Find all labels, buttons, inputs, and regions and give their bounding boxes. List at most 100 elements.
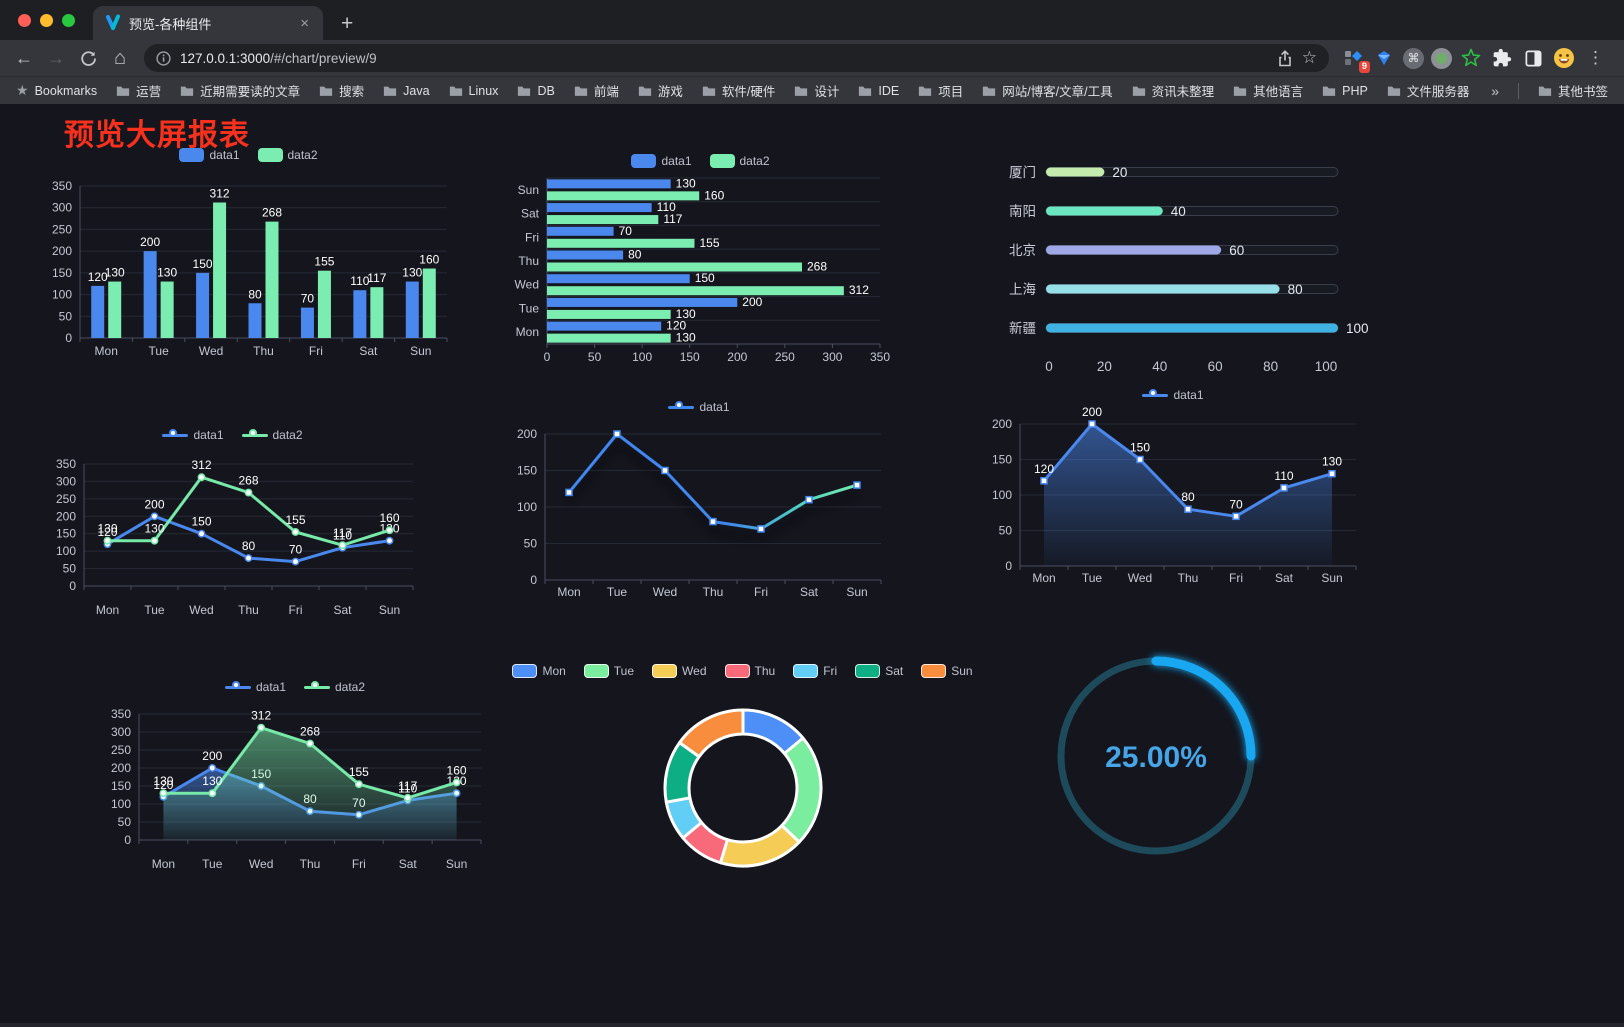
legend-item-Thu[interactable]: Thu: [724, 664, 775, 678]
svg-text:110: 110: [333, 529, 352, 543]
tab-close-icon[interactable]: ×: [300, 14, 309, 32]
share-icon[interactable]: [1277, 49, 1293, 67]
bookmark-star-icon[interactable]: ☆: [1301, 48, 1317, 67]
extension-command-icon[interactable]: ⌘: [1403, 47, 1424, 69]
browser-tab[interactable]: 预览-各种组件 ×: [93, 6, 323, 40]
svg-text:80: 80: [248, 287, 262, 301]
svg-text:70: 70: [619, 224, 633, 238]
svg-text:100: 100: [992, 488, 1012, 502]
bookmark-folder[interactable]: 其他语言: [1233, 81, 1303, 100]
svg-text:Sun: Sun: [410, 344, 431, 358]
address-bar[interactable]: 127.0.0.1:3000/#/chart/preview/9 ☆: [144, 44, 1329, 72]
other-bookmarks-folder[interactable]: 其他书签: [1538, 81, 1608, 100]
legend-item-data1[interactable]: data1: [668, 400, 730, 414]
svg-text:350: 350: [111, 707, 131, 721]
legend-item-Wed[interactable]: Wed: [652, 664, 707, 678]
new-tab-button[interactable]: +: [341, 12, 354, 35]
split-screen-icon[interactable]: [1521, 46, 1545, 70]
legend-item-data1[interactable]: data1: [162, 428, 224, 442]
bookmark-folder[interactable]: DB: [517, 84, 555, 98]
titlebar: 预览-各种组件 × +: [0, 0, 1624, 40]
bookmark-folder[interactable]: 前端: [574, 81, 619, 100]
chart-line-two-area: data1 data2 0 50 100 150 200 250 300 350 Mon Tue Wed…: [95, 676, 495, 896]
svg-text:Mon: Mon: [96, 603, 119, 617]
svg-text:Wed: Wed: [653, 585, 677, 599]
chart-canvas: 0 50 100 150 200 250 300 350 Sun Sat Fri Thu Wed Tue M…: [515, 176, 891, 364]
legend-item-Mon[interactable]: Mon: [512, 664, 566, 678]
legend-item-data2[interactable]: data2: [257, 148, 318, 162]
legend-item-data2[interactable]: data2: [304, 680, 365, 694]
site-info-icon[interactable]: [156, 50, 171, 66]
legend-item-data2[interactable]: data2: [241, 428, 303, 442]
legend-item-data1[interactable]: data1: [179, 148, 240, 162]
svg-text:50: 50: [999, 524, 1013, 538]
extension-grid-diamond-icon[interactable]: 9: [1341, 46, 1370, 73]
legend-item-data1[interactable]: data1: [631, 154, 692, 168]
bookmark-folder[interactable]: Java: [383, 84, 430, 98]
svg-text:Thu: Thu: [703, 585, 724, 599]
bookmark-folder[interactable]: Linux: [449, 84, 498, 98]
extension-green-star-icon[interactable]: [1459, 46, 1483, 70]
legend-item-Fri[interactable]: Fri: [793, 664, 837, 678]
bookmark-folder[interactable]: 游戏: [638, 81, 683, 100]
close-window-button[interactable]: [18, 14, 31, 27]
forward-icon[interactable]: →: [47, 47, 65, 68]
svg-text:130: 130: [402, 266, 422, 280]
bookmark-folder[interactable]: 设计: [794, 81, 839, 100]
profile-avatar[interactable]: [1552, 46, 1576, 70]
reload-icon[interactable]: [72, 43, 104, 73]
bookmark-folder[interactable]: 近期需要读的文章: [180, 81, 300, 100]
bookmark-folder[interactable]: 运营: [116, 81, 161, 100]
bookmark-folder[interactable]: PHP: [1322, 84, 1368, 98]
extension-badge: 9: [1358, 61, 1370, 73]
svg-text:50: 50: [63, 562, 77, 576]
minimize-window-button[interactable]: [40, 14, 53, 27]
svg-text:40: 40: [1171, 204, 1186, 219]
extension-puzzle-icon[interactable]: [1490, 46, 1514, 70]
svg-text:130: 130: [676, 307, 696, 321]
legend-item-data2[interactable]: data2: [709, 154, 770, 168]
svg-text:Tue: Tue: [1082, 571, 1103, 585]
svg-text:70: 70: [289, 543, 303, 557]
legend-item-Sat[interactable]: Sat: [855, 664, 903, 678]
svg-text:0: 0: [1045, 359, 1053, 374]
zoom-window-button[interactable]: [62, 14, 75, 27]
bookmark-folder[interactable]: 资讯未整理: [1132, 81, 1214, 100]
bookmarks-overflow-chevron[interactable]: »: [1491, 82, 1499, 99]
bookmark-folder[interactable]: IDE: [858, 84, 899, 98]
extension-record-icon[interactable]: [1431, 47, 1452, 69]
svg-text:Thu: Thu: [238, 603, 259, 617]
url-text[interactable]: 127.0.0.1:3000/#/chart/preview/9: [180, 51, 1268, 66]
folder-icon: [859, 86, 872, 96]
bookmark-folder[interactable]: 文件服务器: [1387, 81, 1469, 100]
chart-legend: data1 data2: [95, 676, 495, 698]
bookmark-folder[interactable]: 搜索: [319, 81, 364, 100]
extension-gem-icon[interactable]: [1372, 46, 1396, 70]
legend-label: data2: [739, 154, 770, 168]
svg-text:350: 350: [56, 457, 76, 471]
legend-marker: [583, 664, 609, 678]
browser-menu-icon[interactable]: ⋮: [1587, 48, 1604, 67]
svg-text:80: 80: [1288, 282, 1303, 297]
bookmark-folder[interactable]: 网站/博客/文章/工具: [982, 81, 1113, 100]
svg-text:110: 110: [1274, 469, 1293, 483]
legend-item-data1[interactable]: data1: [224, 680, 286, 694]
legend-marker: [304, 681, 330, 693]
legend-item-Sun[interactable]: Sun: [921, 664, 973, 678]
bookmark-folder-label: IDE: [878, 83, 900, 98]
bookmark-folder[interactable]: 项目: [918, 81, 963, 100]
legend-marker: [855, 664, 881, 678]
chart-legend: data1 data2: [36, 144, 461, 166]
legend-item-data1[interactable]: data1: [1142, 388, 1204, 402]
svg-text:312: 312: [849, 283, 869, 297]
legend-item-Tue[interactable]: Tue: [583, 664, 634, 678]
home-icon[interactable]: ⌂: [113, 46, 127, 69]
bookmarks-manager[interactable]: ★ Bookmarks: [16, 82, 97, 99]
legend-marker: [724, 664, 750, 678]
back-icon[interactable]: ←: [15, 47, 33, 68]
svg-text:Mon: Mon: [152, 857, 175, 871]
bookmark-folder[interactable]: 软件/硬件: [702, 81, 775, 100]
svg-text:厦门: 厦门: [1009, 165, 1036, 180]
folder-icon: [919, 86, 932, 96]
svg-text:160: 160: [419, 253, 439, 267]
